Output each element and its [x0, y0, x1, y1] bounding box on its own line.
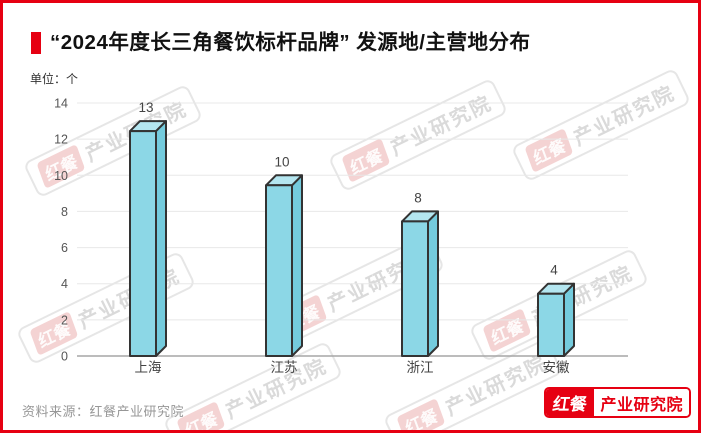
- bar-front-face: [537, 292, 565, 357]
- x-category-label: 上海: [135, 360, 162, 375]
- bar-front-face: [265, 184, 293, 357]
- y-tick-label: 12: [54, 133, 68, 147]
- title-accent-bar: [31, 32, 41, 54]
- bar-group: 13 上海: [129, 100, 167, 375]
- bar-group: 4 安徽: [537, 263, 575, 375]
- bar-group: 10 江苏: [265, 154, 303, 375]
- y-tick-label: 0: [61, 350, 68, 364]
- bar-side-face: [291, 174, 303, 357]
- bar-side-face: [155, 120, 167, 357]
- bar-value-label: 4: [550, 263, 558, 278]
- chart-title: “2024年度长三角餐饮标杆品牌” 发源地/主营地分布: [50, 31, 531, 54]
- source-note: 资料来源：红餐产业研究院: [22, 404, 185, 419]
- x-category-label: 浙江: [407, 360, 434, 375]
- y-tick-label: 4: [61, 277, 68, 291]
- bar-value-label: 8: [414, 190, 422, 205]
- brand-logo: 红餐 产业研究院: [544, 387, 691, 418]
- y-tick-label: 6: [61, 241, 68, 255]
- bar-front-face: [129, 130, 157, 357]
- bar-side-face: [563, 282, 575, 357]
- y-tick-label: 2: [61, 313, 68, 327]
- x-category-label: 安徽: [543, 360, 571, 375]
- x-category-label: 江苏: [271, 360, 298, 375]
- brand-logo-mark-label: 红餐: [551, 395, 589, 414]
- y-tick-label: 8: [61, 205, 68, 219]
- bar-value-label: 10: [274, 154, 289, 169]
- y-tick-label: 10: [54, 169, 68, 183]
- brand-logo-mark: 红餐: [546, 389, 595, 416]
- unit-label: 单位：个: [30, 72, 79, 86]
- bar-value-label: 13: [138, 100, 153, 115]
- y-tick-label: 14: [54, 97, 68, 111]
- bar-side-face: [427, 210, 439, 357]
- bar-chart: 0 2 4 6 8 10 12 14 13 上海 10 江苏 8 浙江 4 安徽: [54, 97, 628, 375]
- bar-group: 8 浙江: [401, 190, 439, 375]
- brand-logo-text: 产业研究院: [594, 389, 689, 416]
- bar-front-face: [401, 220, 429, 357]
